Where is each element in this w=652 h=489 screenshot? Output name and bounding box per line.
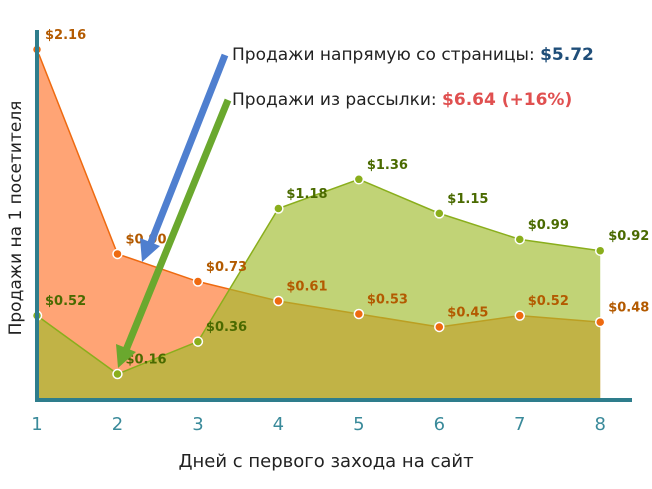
x-tick-label: 4 (273, 414, 284, 435)
x-tick-label: 3 (192, 414, 203, 435)
series-line (36, 178, 601, 375)
area-fill (37, 179, 601, 400)
data-point (434, 208, 445, 219)
data-point (192, 276, 204, 287)
arrow-shaft (146, 53, 229, 247)
value-label: $0.16 (125, 353, 166, 368)
data-point (273, 203, 284, 214)
value-label: $0.61 (286, 280, 327, 295)
annotation-value: $6.64 (+16%) (442, 90, 572, 110)
x-tick-label: 2 (112, 414, 123, 435)
value-label: $0.52 (528, 294, 569, 309)
data-point (594, 245, 606, 256)
value-label: $0.48 (608, 301, 649, 316)
data-point (112, 368, 123, 380)
x-tick-label: 8 (595, 414, 606, 435)
x-tick-label: 1 (31, 414, 42, 435)
value-label: $0.99 (528, 218, 569, 233)
data-point (353, 174, 365, 185)
annotation-text: Продажи из рассылки: (232, 90, 437, 110)
value-label: $0.53 (367, 292, 408, 307)
value-label: $2.16 (45, 28, 86, 43)
area-fill (37, 49, 601, 400)
data-point (192, 336, 204, 347)
value-label: $0.45 (447, 305, 488, 320)
arrow-head (140, 238, 160, 262)
value-label: $0.36 (206, 320, 247, 335)
y-axis-label: Продажи на 1 посетителя (6, 101, 26, 336)
value-label: $0.73 (206, 260, 247, 275)
data-point (353, 308, 365, 320)
data-point (514, 234, 526, 245)
value-label: $0.92 (608, 229, 649, 244)
data-point (594, 316, 606, 328)
annotation-value: $5.72 (540, 45, 594, 65)
data-point (273, 295, 284, 307)
data-point (514, 310, 526, 321)
data-point (112, 248, 123, 260)
plot: $2.16$0.90$0.73$0.61$0.53$0.45$0.52 $0.48… (31, 28, 649, 400)
annotation: Продажи напрямую со страницы: $5.72 (232, 45, 594, 65)
value-label: $0.52 (45, 294, 86, 309)
value-label: $1.36 (367, 158, 408, 173)
value-label: $1.18 (286, 187, 327, 202)
data-point (434, 321, 445, 333)
arrow-head (116, 344, 136, 368)
arrow-shaft (122, 98, 232, 352)
x-axis-label: Дней с первого захода на сайт (178, 451, 473, 472)
annotation: Продажи из рассылки: $6.64 (+16%) (232, 90, 572, 110)
x-tick-label: 5 (353, 414, 364, 435)
value-label: $1.15 (447, 192, 488, 207)
annotation-text: Продажи напрямую со страницы: (232, 45, 535, 65)
x-tick-label: 7 (514, 414, 525, 435)
x-tick-label: 6 (434, 414, 445, 435)
